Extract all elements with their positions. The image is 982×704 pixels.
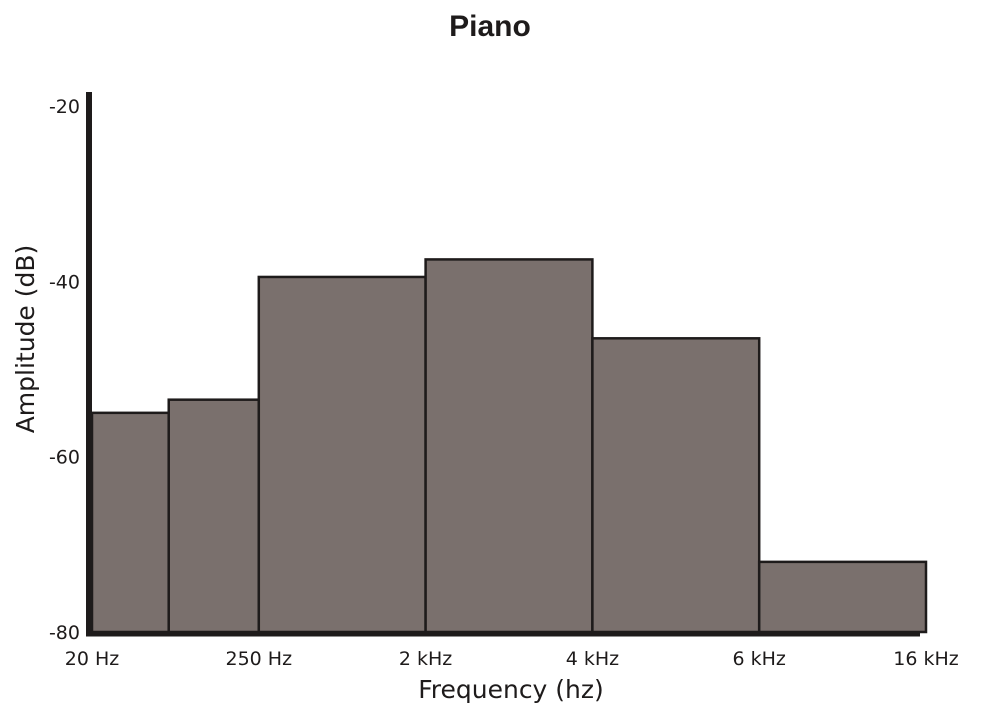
- bar-5: [591, 337, 761, 634]
- bar-2: [167, 398, 261, 634]
- y-axis-label: Amplitude (dB): [11, 245, 40, 434]
- bar-3: [257, 275, 427, 634]
- y-tick-label: -20: [49, 96, 80, 118]
- y-tick-label: -60: [49, 447, 80, 469]
- y-tick-label: -80: [49, 622, 80, 644]
- bars-group: [90, 258, 928, 634]
- chart-title: Piano: [449, 10, 531, 43]
- x-tick-labels: 20 Hz 250 Hz 2 kHz 4 kHz 6 kHz 16 kHz: [65, 648, 959, 670]
- bar-4: [424, 258, 594, 634]
- bar-6: [757, 560, 928, 634]
- x-tick-label: 4 kHz: [566, 648, 619, 670]
- x-tick-label: 2 kHz: [399, 648, 452, 670]
- x-tick-label: 250 Hz: [226, 648, 293, 670]
- y-tick-labels: -20 -40 -60 -80: [49, 96, 80, 644]
- y-tick-label: -40: [49, 271, 80, 293]
- x-tick-label: 20 Hz: [65, 648, 120, 670]
- bar-1: [90, 411, 170, 634]
- x-tick-label: 16 kHz: [893, 648, 959, 670]
- x-axis-label: Frequency (hz): [418, 675, 604, 704]
- x-tick-label: 6 kHz: [732, 648, 785, 670]
